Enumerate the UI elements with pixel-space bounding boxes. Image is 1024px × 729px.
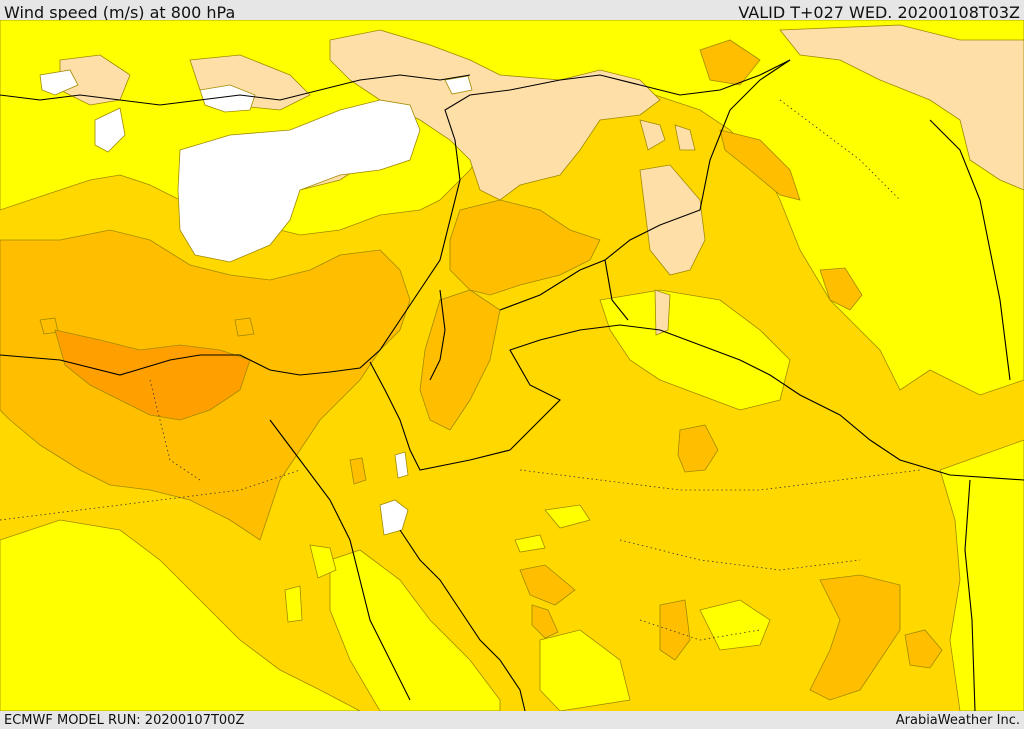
wind-speed-map[interactable] [0,20,1024,711]
valid-time: VALID T+027 WED. 20200108T03Z [738,3,1020,22]
internal-borders [0,99,921,641]
model-run: ECMWF MODEL RUN: 20200107T00Z [4,713,245,728]
footer-bar: ECMWF MODEL RUN: 20200107T00Z ArabiaWeat… [0,711,1024,729]
zone-moderate [0,20,1024,711]
zone-calm [39,69,473,536]
map-title: Wind speed (m/s) at 800 hPa [4,3,236,22]
zone-gale [54,329,251,421]
credit: ArabiaWeather Inc. [895,713,1020,728]
header-bar: Wind speed (m/s) at 800 hPa VALID T+027 … [0,0,1024,22]
borders [0,59,1024,711]
